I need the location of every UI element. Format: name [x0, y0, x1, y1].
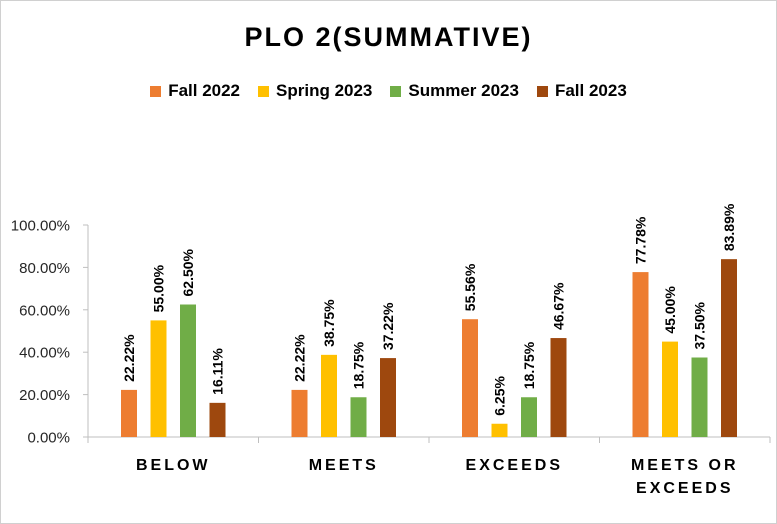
data-label: 45.00%: [662, 286, 678, 334]
y-tick-label: 20.00%: [19, 387, 70, 404]
data-label: 22.22%: [121, 334, 137, 382]
data-label: 18.75%: [521, 341, 537, 389]
bar: [291, 389, 308, 437]
legend-label-summer-2023: Summer 2023: [408, 81, 519, 100]
bar: [491, 423, 508, 437]
bar: [209, 402, 226, 437]
category-label: BELOW: [136, 457, 211, 474]
data-label: 83.89%: [721, 203, 737, 251]
legend-label-spring-2023: Spring 2023: [276, 81, 373, 100]
legend-swatch-summer-2023: [390, 85, 402, 97]
legend-item-spring-2023: Spring 2023: [258, 81, 372, 101]
y-tick-label: 40.00%: [19, 345, 70, 362]
category-label: EXCEEDS: [636, 480, 733, 497]
data-label: 55.56%: [462, 263, 478, 311]
bar: [550, 338, 567, 437]
data-label: 38.75%: [321, 299, 337, 347]
category-label: EXCEEDS: [466, 457, 563, 474]
y-tick-label: 80.00%: [19, 260, 70, 277]
bar: [721, 259, 737, 437]
data-label: 6.25%: [492, 376, 508, 416]
legend-swatch-fall-2023: [536, 85, 548, 97]
legend-item-summer-2023: Summer 2023: [390, 81, 519, 101]
bar: [462, 319, 478, 437]
bar: [380, 358, 396, 437]
bar: [632, 272, 649, 437]
data-label: 18.75%: [351, 341, 367, 389]
legend-item-fall-2022: Fall 2022: [150, 81, 240, 101]
bar: [180, 304, 196, 437]
bar: [350, 397, 367, 437]
legend-swatch-fall-2022: [150, 85, 162, 97]
data-label: 55.00%: [151, 264, 167, 312]
y-tick-label: 100.00%: [11, 218, 70, 235]
bar: [521, 397, 537, 437]
bar: [150, 320, 167, 437]
data-label: 77.78%: [633, 216, 649, 264]
y-tick-label: 60.00%: [19, 302, 70, 319]
category-label: MEETS: [309, 457, 379, 474]
legend-swatch-spring-2023: [258, 85, 270, 97]
data-label: 37.22%: [380, 302, 396, 350]
chart-legend: Fall 2022 Spring 2023 Summer 2023 Fall 2…: [0, 81, 777, 101]
legend-item-fall-2023: Fall 2023: [536, 81, 627, 101]
data-label: 22.22%: [292, 334, 308, 382]
data-label: 46.67%: [551, 282, 567, 330]
data-label: 62.50%: [180, 248, 196, 296]
data-label: 16.11%: [210, 348, 226, 395]
chart-title: PLO 2(SUMMATIVE): [244, 22, 533, 52]
y-tick-label: 0.00%: [27, 430, 70, 447]
category-label: MEETS OR: [631, 457, 739, 474]
bar: [321, 354, 337, 437]
bar: [691, 357, 708, 437]
legend-label-fall-2022: Fall 2022: [168, 81, 241, 100]
bar: [662, 341, 678, 437]
data-label: 37.50%: [692, 301, 708, 349]
legend-label-fall-2023: Fall 2023: [554, 81, 627, 100]
bar: [121, 389, 137, 437]
